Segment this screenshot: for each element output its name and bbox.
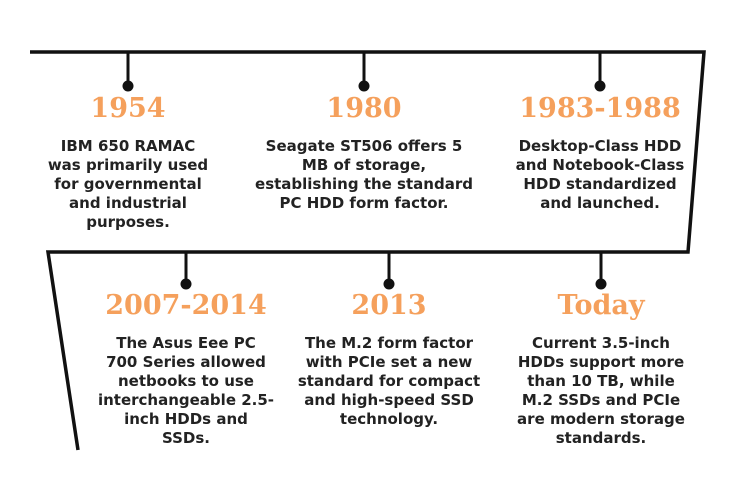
- event-year: 1954: [90, 93, 166, 124]
- connector-today: [595, 252, 607, 290]
- event-description: Desktop-Class HDD and Notebook-Class HDD…: [515, 137, 685, 212]
- event-description: Seagate ST506 offers 5 MB of storage, es…: [255, 137, 473, 212]
- event-1954: 1954 IBM 650 RAMAC was primarily used fo…: [28, 93, 228, 232]
- event-year: 2013: [351, 290, 427, 321]
- event-2007-2014: 2007-2014 The Asus Eee PC 700 Series all…: [86, 290, 286, 448]
- timeline-line: [30, 50, 706, 451]
- dot-1980: [358, 80, 370, 92]
- event-today: Today Current 3.5-inch HDDs support more…: [501, 290, 701, 448]
- connector-2007-2014: [180, 252, 192, 290]
- dot-1983-1988: [594, 80, 606, 92]
- event-1983-1988: 1983-1988 Desktop-Class HDD and Notebook…: [497, 93, 703, 213]
- event-year: 1983-1988: [519, 93, 681, 124]
- connector-1980: [358, 52, 370, 92]
- dot-today: [595, 278, 607, 290]
- connector-1983-1988: [594, 52, 606, 92]
- event-year: 1980: [326, 93, 402, 124]
- connector-2013: [383, 252, 395, 290]
- event-year: 2007-2014: [105, 290, 267, 321]
- event-year: Today: [557, 290, 645, 321]
- dot-2007-2014: [180, 278, 192, 290]
- event-2013: 2013 The M.2 form factor with PCIe set a…: [289, 290, 489, 429]
- event-description: The M.2 form factor with PCIe set a new …: [297, 334, 481, 428]
- event-description: Current 3.5-inch HDDs support more than …: [517, 334, 685, 447]
- event-description: The Asus Eee PC 700 Series allowed netbo…: [97, 334, 275, 447]
- connector-1954: [122, 52, 134, 92]
- event-description: IBM 650 RAMAC was primarily used for gov…: [47, 137, 209, 231]
- dot-1954: [122, 80, 134, 92]
- event-1980: 1980 Seagate ST506 offers 5 MB of storag…: [244, 93, 484, 213]
- dot-2013: [383, 278, 395, 290]
